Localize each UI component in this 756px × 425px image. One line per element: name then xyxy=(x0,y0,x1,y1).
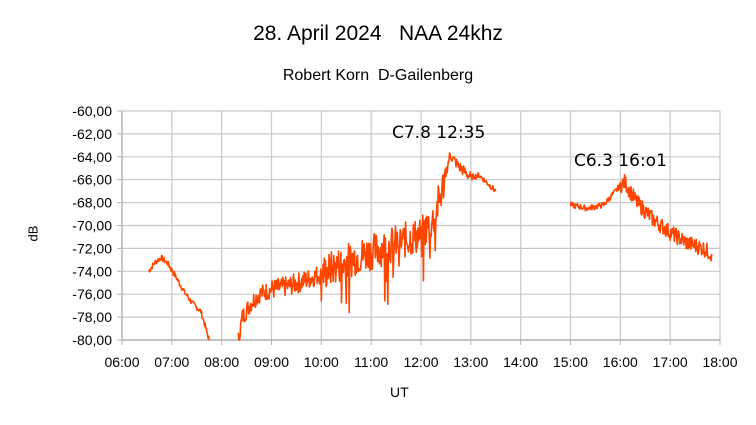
y-tick-label: -78,00 xyxy=(72,309,112,325)
x-tick-label: 13:00 xyxy=(453,354,488,370)
y-tick-label: -80,00 xyxy=(72,332,112,348)
x-axis-ticks: 06:00 07:00 08:00 09:00 10:00 11:00 12:00 13:00… xyxy=(104,354,737,370)
y-tick-label: -66,00 xyxy=(72,172,112,188)
annotation-label: C7.8 12:35 xyxy=(392,123,485,143)
gridlines xyxy=(117,110,721,345)
y-tick-label: -64,00 xyxy=(72,149,112,165)
y-tick-label: -70,00 xyxy=(72,218,112,234)
x-tick-label: 16:00 xyxy=(603,354,638,370)
chart-subtitle: Robert Korn D-Gailenberg xyxy=(282,67,474,84)
annotation-label: C6.3 16:o1 xyxy=(574,151,667,171)
y-axis-ticks: -60,00 -62,00 -64,00 -66,00 -68,00 -70,00 -72,… xyxy=(72,103,112,348)
x-tick-label: 14:00 xyxy=(503,354,538,370)
y-tick-label: -74,00 xyxy=(72,263,112,279)
y-tick-label: -60,00 xyxy=(72,103,112,119)
x-tick-label: 09:00 xyxy=(254,354,289,370)
y-tick-label: -68,00 xyxy=(72,195,112,211)
x-tick-label: 18:00 xyxy=(702,354,737,370)
x-tick-label: 12:00 xyxy=(403,354,438,370)
annotations: C7.8 12:35 C6.3 16:o1 xyxy=(392,123,667,171)
x-axis-label: UT xyxy=(390,384,409,400)
x-tick-label: 08:00 xyxy=(204,354,239,370)
x-tick-label: 17:00 xyxy=(653,354,688,370)
x-tick-label: 15:00 xyxy=(553,354,588,370)
x-tick-label: 11:00 xyxy=(354,354,388,370)
x-tick-label: 06:00 xyxy=(104,354,139,370)
y-tick-label: -72,00 xyxy=(72,240,112,256)
x-tick-label: 10:00 xyxy=(304,354,339,370)
x-tick-label: 07:00 xyxy=(154,354,189,370)
y-tick-label: -76,00 xyxy=(72,286,112,302)
data-series-line xyxy=(149,153,713,341)
chart-title: 28. April 2024 NAA 24khz xyxy=(253,22,503,45)
y-tick-label: -62,00 xyxy=(72,126,112,142)
